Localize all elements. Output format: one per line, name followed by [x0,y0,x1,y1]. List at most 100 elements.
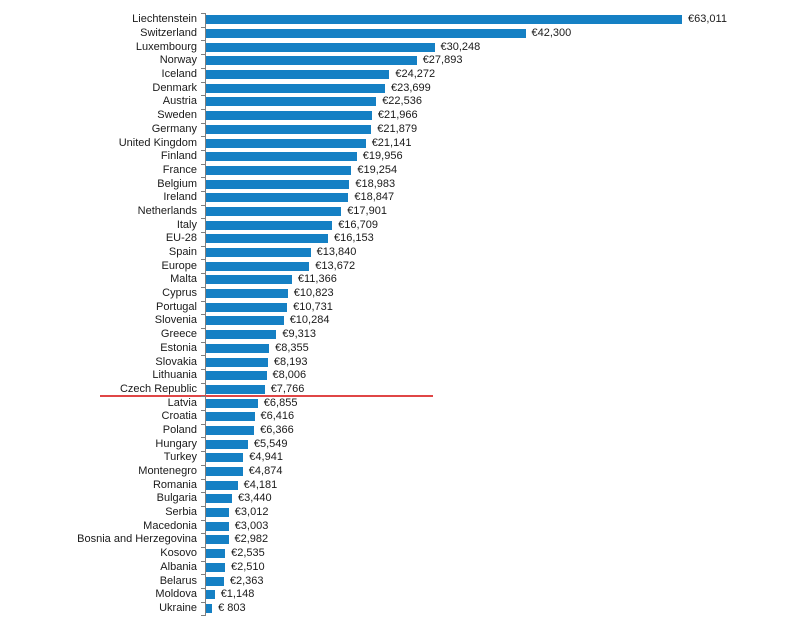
bar [206,412,255,422]
category-label: Hungary [155,437,197,450]
axis-tick [201,232,206,233]
value-label: €27,893 [422,54,463,67]
bar [206,590,215,600]
chart-row: Liechtenstein €63,011 [0,13,799,27]
chart-row: Spain €13,840 [0,246,799,260]
value-label: € 803 [218,601,246,614]
bar-area: €30,248 [206,40,480,54]
chart-row: Kosovo €2,535 [0,547,799,561]
chart-row: Moldova €1,148 [0,588,799,602]
axis-tick [201,177,206,179]
bar-area: €22,536 [206,95,422,109]
value-label: €6,366 [260,423,294,436]
axis-tick [201,574,206,576]
bar [206,302,288,312]
chart-row: Portugal €10,731 [0,300,799,314]
category-label: Macedonia [143,519,197,532]
bar-area: €8,355 [206,342,309,356]
category-label: EU-28 [165,232,197,245]
category-label: Germany [151,122,197,135]
axis-tick [201,300,206,302]
bar-area: €6,366 [206,424,294,438]
category-label: Switzerland [140,27,197,40]
chart-row: Netherlands €17,901 [0,205,799,219]
axis-tick [201,54,206,56]
chart-row: Bosnia and Herzegovina €2,982 [0,533,799,547]
bar-area: €13,840 [206,246,356,260]
value-label: €2,982 [234,533,269,546]
bar-area: €10,731 [206,300,333,314]
category-label: Liechtenstein [132,13,197,26]
axis-tick [201,136,206,138]
bar-area: €63,011 [206,13,727,27]
chart-row: Romania €4,181 [0,478,799,492]
bar-area: €8,006 [206,369,306,383]
chart-row: Serbia €3,012 [0,506,799,520]
value-label: €22,536 [382,95,422,108]
category-label: Slovakia [155,355,197,368]
category-label: Netherlands [137,204,197,217]
chart-row: Sweden €21,966 [0,109,799,123]
chart-row: Denmark €23,699 [0,81,799,95]
category-label: Greece [160,328,197,341]
value-label: €4,874 [248,465,283,478]
chart-row: Cyprus €10,823 [0,287,799,301]
axis-tick [201,410,206,411]
chart-row: Turkey €4,941 [0,451,799,465]
axis-tick [201,546,206,548]
axis-tick [201,560,206,562]
bar [206,248,311,258]
category-label: Norway [159,54,197,67]
bar-area: €11,366 [206,273,337,287]
category-label: Malta [170,273,197,286]
chart-row: Belarus €2,363 [0,574,799,588]
value-label: €10,823 [293,287,334,300]
chart-row: Malta €11,366 [0,273,799,287]
value-label: €9,313 [282,328,317,341]
axis-tick [201,396,206,398]
axis-tick [201,533,206,535]
axis-tick [201,286,206,288]
category-label: Austria [162,95,197,108]
chart-row: Germany €21,879 [0,123,799,137]
value-label: €42,300 [531,27,572,40]
category-label: Lithuania [152,369,197,382]
value-label: €21,141 [371,136,412,149]
bar-area: €16,709 [206,218,378,232]
value-label: €6,416 [260,410,295,423]
category-label: Latvia [167,396,197,409]
value-label: €1,148 [220,588,255,601]
category-label: France [162,163,197,176]
axis-tick [201,368,206,370]
bar [206,398,258,408]
value-label: €30,248 [440,40,481,53]
bar [206,234,328,244]
bar [206,343,270,353]
category-label: Albania [160,560,197,573]
value-label: €63,011 [688,13,727,26]
axis-tick [201,615,206,617]
category-label: Spain [168,246,197,259]
category-label: Bulgaria [156,492,197,505]
chart-row: Slovenia €10,284 [0,314,799,328]
bar [206,138,366,148]
bar-area: €19,956 [206,150,403,164]
chart-row: Greece €9,313 [0,328,799,342]
bar [206,316,284,326]
category-label: Czech Republic [119,382,197,395]
category-label: Cyprus [162,287,197,300]
chart-row: France €19,254 [0,164,799,178]
chart-row: Slovakia €8,193 [0,355,799,369]
chart-rows: Liechtenstein €63,011 Switzerland €42,30… [0,13,799,615]
value-label: €18,847 [354,191,395,204]
bar-area: €5,549 [206,437,288,451]
bar [206,562,225,572]
axis-tick [201,13,206,14]
category-label: Ireland [163,191,197,204]
bar [206,152,357,162]
chart-row: Iceland €24,272 [0,68,799,82]
axis-tick [201,245,206,247]
chart-row: Bulgaria €3,440 [0,492,799,506]
value-label: €24,272 [395,68,436,81]
bar-area: €9,313 [206,328,316,342]
